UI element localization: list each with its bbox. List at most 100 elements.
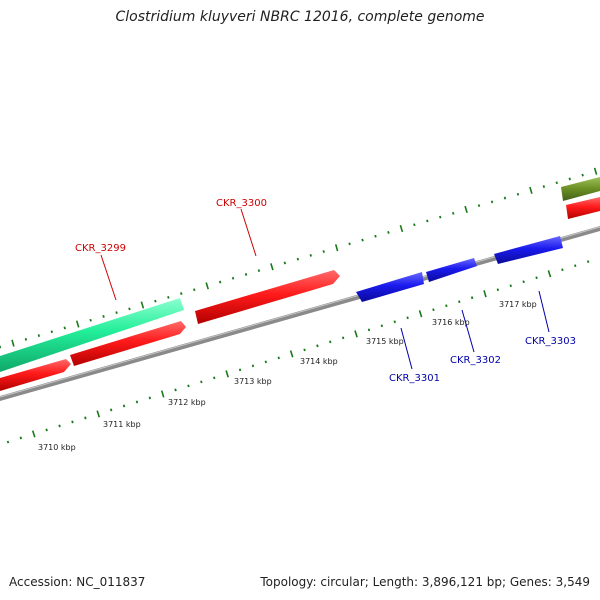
- leader-CKR_3299: [100, 254, 117, 301]
- outer-ring-tick: [361, 238, 364, 242]
- gene-CKR_3301: [356, 272, 424, 302]
- outer-ring-tick: [63, 326, 66, 330]
- inner-ring-tick: [187, 384, 190, 388]
- outer-ring-tick: [154, 299, 157, 303]
- inner-ring-tick: [470, 296, 474, 300]
- gene-CKR_3302: [426, 258, 477, 282]
- leader-CKR_3302: [461, 309, 475, 353]
- gene-label-CKR_3302: CKR_3302: [450, 355, 501, 366]
- map-title: Clostridium kluyveri NBRC 12016, complet…: [115, 9, 485, 25]
- inner-ring-tick: [45, 428, 48, 432]
- inner-ring-tick: [160, 390, 165, 398]
- outer-ring-tick: [140, 301, 145, 309]
- leader-CKR_3303: [538, 290, 550, 333]
- scale-label-3711: 3711 kbp: [103, 420, 141, 429]
- inner-ring-tick: [277, 356, 280, 360]
- gene-label-CKR_3303: CKR_3303: [525, 336, 576, 347]
- outer-ring-tick: [334, 244, 339, 252]
- outer-ring-tick: [37, 334, 41, 337]
- outer-ring-tick: [581, 173, 584, 177]
- inner-ring-tick: [213, 376, 216, 380]
- gene-forward-right: [566, 197, 600, 219]
- outer-ring-tick: [542, 185, 546, 188]
- gene-label-CKR_3301: CKR_3301: [389, 373, 440, 384]
- outer-ring-tick: [102, 315, 105, 318]
- outer-tick-ring: [0, 167, 598, 349]
- inner-ring-tick: [135, 400, 139, 404]
- outer-ring-tick: [399, 224, 404, 233]
- inner-ring-tick: [574, 264, 577, 268]
- outer-ring-tick: [516, 192, 520, 196]
- outer-ring-tick: [348, 242, 351, 246]
- outer-ring-tick: [374, 234, 377, 238]
- scale-label-3710: 3710 kbp: [38, 443, 76, 452]
- inner-ring-tick: [316, 344, 319, 348]
- inner-ring-tick: [122, 404, 126, 408]
- scale-label-3715: 3715 kbp: [366, 337, 404, 346]
- inner-ring-tick: [96, 410, 101, 418]
- inner-ring-tick: [393, 320, 396, 324]
- outer-ring-tick: [115, 311, 118, 315]
- inner-ring-tick: [303, 348, 306, 352]
- scale-label-3716: 3716 kbp: [432, 318, 470, 327]
- inner-ring-tick: [586, 260, 590, 264]
- scale-label-3713: 3713 kbp: [234, 377, 272, 386]
- outer-ring-tick: [322, 250, 325, 253]
- inner-ring-tick: [535, 276, 538, 280]
- inner-ring-tick: [354, 330, 358, 338]
- inner-ring-tick: [483, 290, 487, 298]
- inner-ring-tick: [71, 420, 74, 424]
- gene-olive: [561, 177, 600, 201]
- outer-ring-tick: [426, 219, 429, 223]
- outer-ring-tick: [464, 205, 468, 214]
- gene-CKR_3303: [494, 236, 563, 264]
- inner-ring-tick: [522, 280, 525, 284]
- gene-label-CKR_3299: CKR_3299: [75, 243, 126, 254]
- inner-ring-tick: [19, 436, 23, 440]
- outer-ring-tick: [555, 181, 558, 185]
- inner-ring-tick: [418, 310, 423, 318]
- outer-ring-tick: [11, 339, 15, 347]
- inner-ring-tick: [509, 284, 512, 288]
- outer-ring-tick: [387, 231, 390, 234]
- outer-ring-tick: [296, 257, 300, 261]
- inner-ring-tick: [289, 350, 294, 358]
- leader-CKR_3300: [240, 208, 257, 257]
- accession-label: Accession: NC_011837: [9, 575, 146, 589]
- outer-ring-tick: [75, 320, 80, 328]
- outer-ring-tick: [24, 337, 28, 341]
- outer-ring-tick: [89, 318, 92, 322]
- genome-summary: Topology: circular; Length: 3,896,121 bp…: [260, 575, 590, 589]
- inner-ring-tick: [109, 408, 113, 412]
- outer-ring-tick: [413, 223, 416, 227]
- outer-ring-tick: [568, 177, 571, 181]
- outer-ring-tick: [529, 186, 533, 194]
- inner-ring-tick: [58, 424, 61, 428]
- inner-ring-tick: [406, 316, 409, 320]
- outer-ring-tick: [503, 196, 507, 200]
- inner-ring-tick: [341, 336, 345, 340]
- outer-ring-tick: [283, 261, 287, 265]
- inner-tick-ring: [6, 260, 590, 444]
- gene-CKR_3299-red: [70, 321, 186, 366]
- gene-CKR_3300: [195, 270, 340, 324]
- inner-ring-tick: [6, 440, 10, 444]
- inner-ring-tick: [225, 370, 229, 378]
- inner-ring-tick: [238, 368, 242, 372]
- inner-ring-tick: [84, 416, 87, 420]
- inner-ring-tick: [432, 308, 435, 312]
- outer-ring-tick: [490, 200, 494, 204]
- inner-ring-tick: [547, 270, 552, 278]
- inner-ring-tick: [445, 304, 448, 308]
- outer-ring-tick: [477, 204, 481, 208]
- inner-ring-tick: [251, 364, 255, 368]
- inner-ring-tick: [200, 380, 203, 384]
- inner-ring-tick: [148, 396, 152, 400]
- inner-ring-tick: [174, 388, 177, 392]
- outer-ring-tick: [309, 253, 312, 257]
- outer-ring-tick: [439, 215, 442, 219]
- outer-ring-tick: [257, 269, 261, 273]
- gene-forward-left: [0, 359, 71, 391]
- outer-ring-tick: [193, 288, 196, 292]
